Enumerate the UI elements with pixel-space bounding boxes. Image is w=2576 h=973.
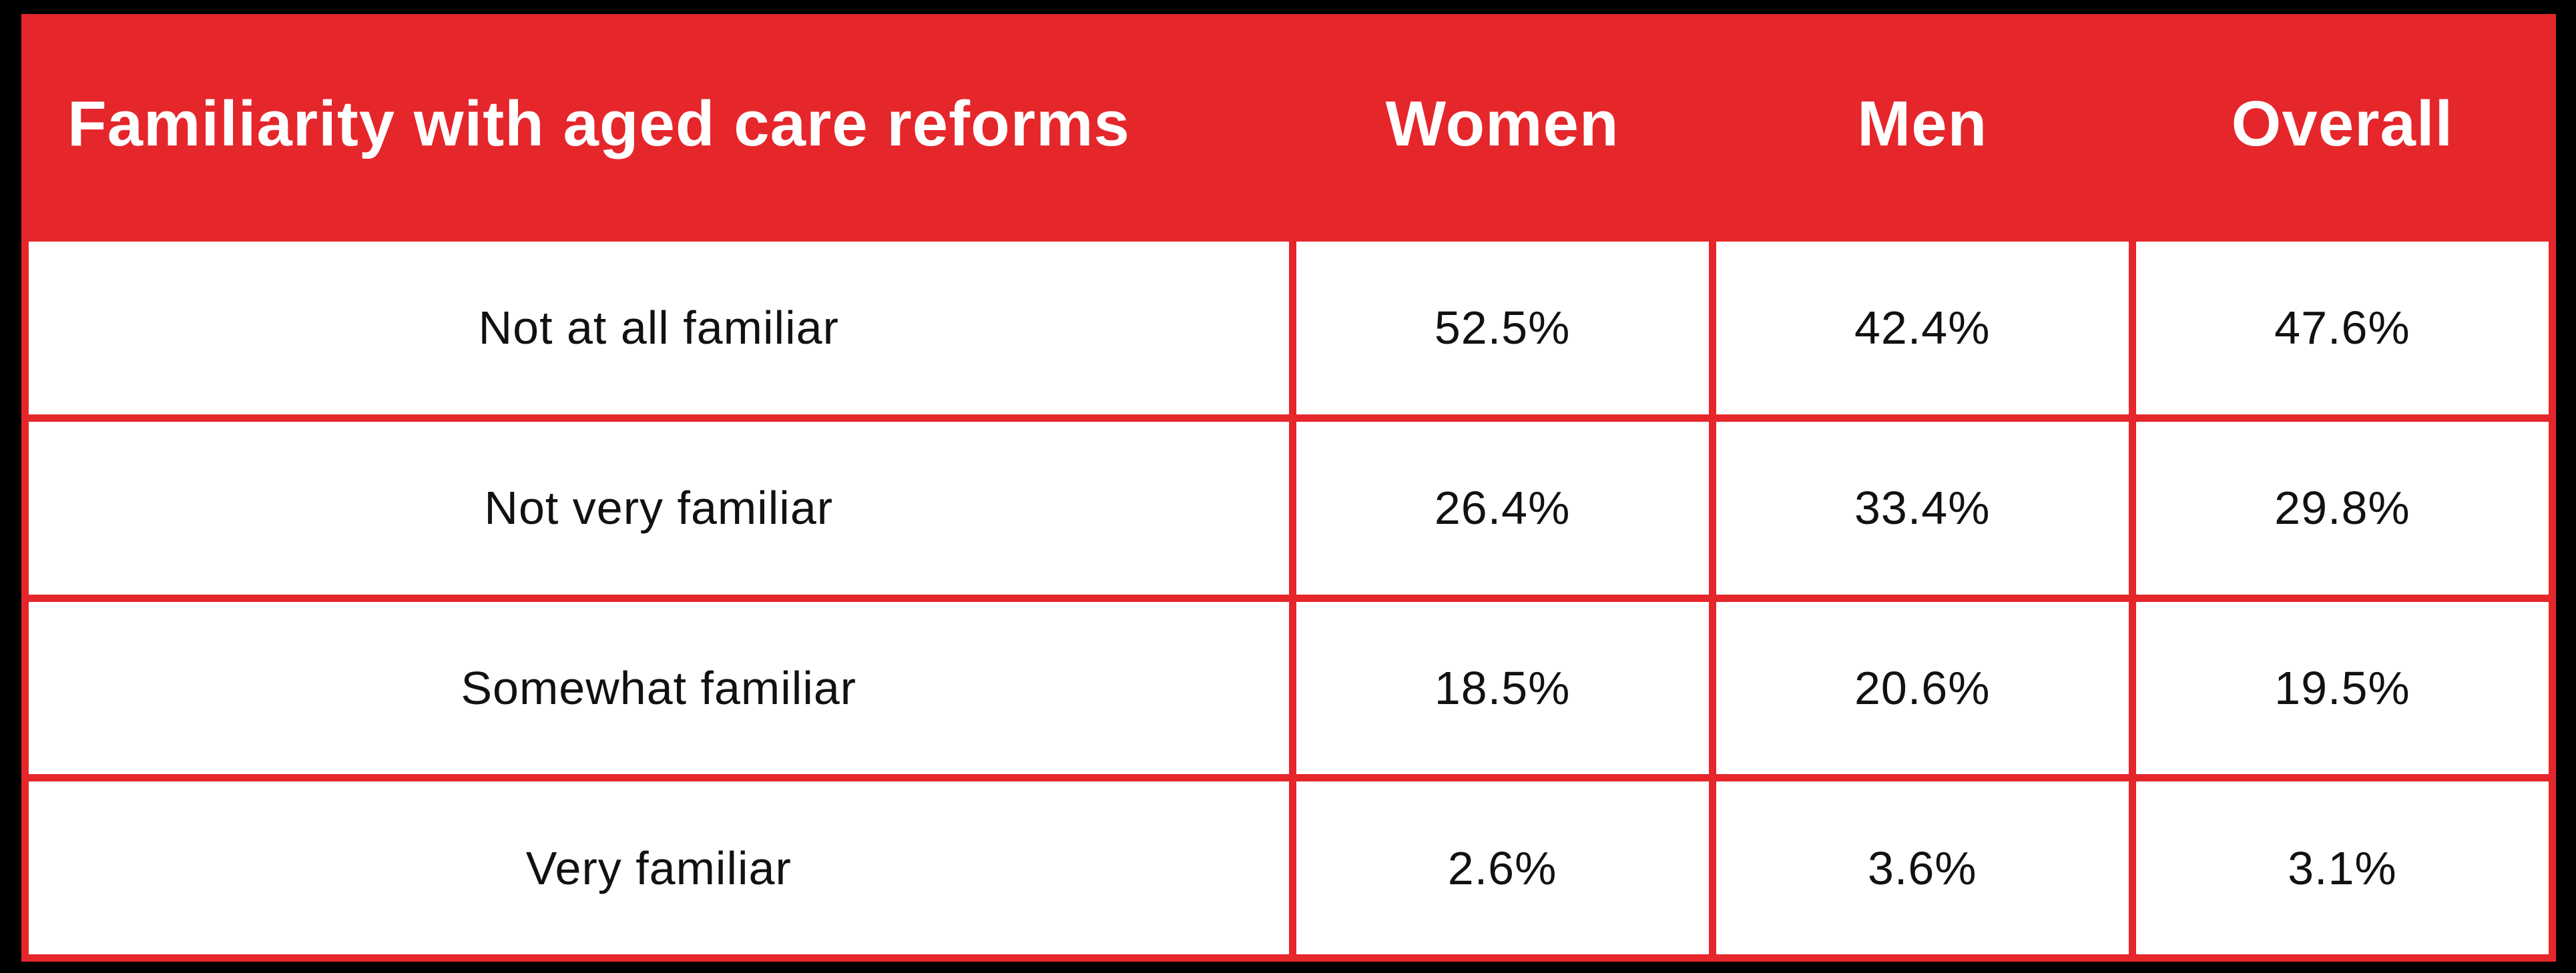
header-cell-men: Men	[1716, 14, 2129, 234]
value-men-not-very: 33.4%	[1716, 421, 2129, 595]
header-cell-familiarity: Familiarity with aged care reforms	[29, 14, 1289, 234]
value-women-not-at-all: 52.5%	[1296, 242, 1709, 414]
row-label-not-very-familiar: Not very familiar	[29, 421, 1289, 595]
header-cell-women: Women	[1296, 14, 1709, 234]
familiarity-table: Familiarity with aged care reforms Women…	[21, 14, 2556, 962]
value-overall-somewhat: 19.5%	[2135, 601, 2549, 775]
row-label-somewhat-familiar: Somewhat familiar	[29, 601, 1289, 775]
value-overall-not-very: 29.8%	[2135, 421, 2549, 595]
value-women-somewhat: 18.5%	[1296, 601, 1709, 775]
value-women-very: 2.6%	[1296, 781, 1709, 954]
value-men-very: 3.6%	[1716, 781, 2129, 954]
value-overall-not-at-all: 47.6%	[2135, 242, 2549, 414]
table-frame: Familiarity with aged care reforms Women…	[21, 14, 2556, 962]
value-men-somewhat: 20.6%	[1716, 601, 2129, 775]
header-cell-overall: Overall	[2135, 14, 2549, 234]
row-label-very-familiar: Very familiar	[29, 781, 1289, 954]
value-women-not-very: 26.4%	[1296, 421, 1709, 595]
value-overall-very: 3.1%	[2135, 781, 2549, 954]
value-men-not-at-all: 42.4%	[1716, 242, 2129, 414]
row-label-not-at-all-familiar: Not at all familiar	[29, 242, 1289, 414]
